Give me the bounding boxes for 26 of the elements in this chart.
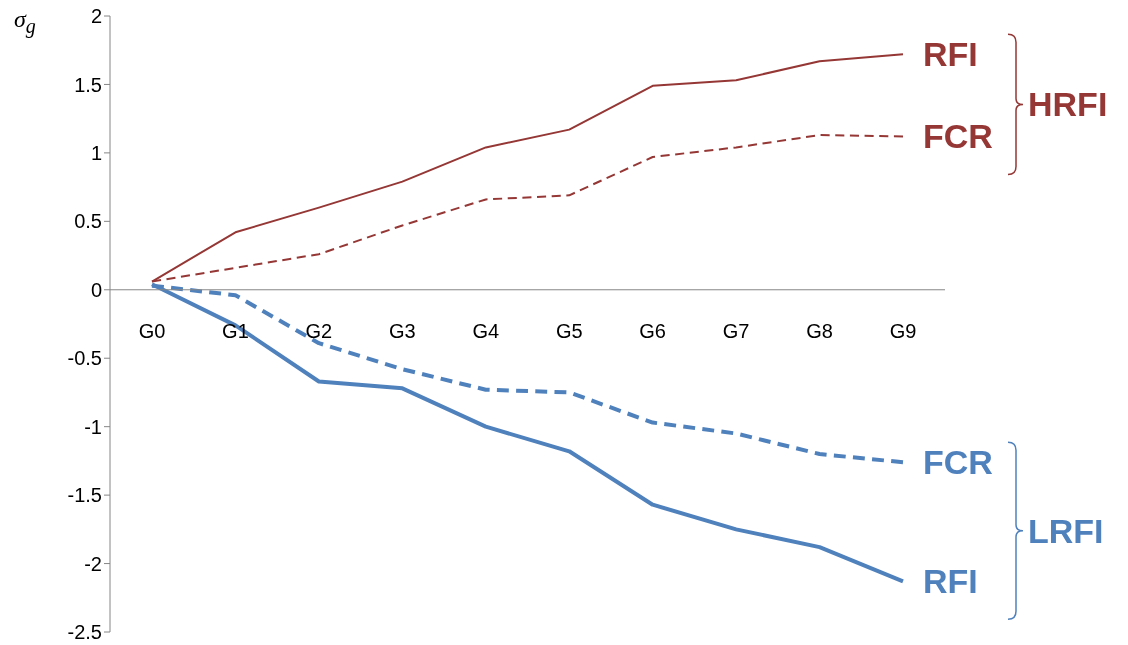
x-tick-label: G4 xyxy=(472,319,500,342)
y-tick-label: -0.5 xyxy=(67,347,102,370)
y-tick-label: 1.5 xyxy=(74,73,102,96)
y-tick-label: 0 xyxy=(90,278,102,301)
y-tick-label: -1.5 xyxy=(67,484,102,507)
series-label: RFI xyxy=(923,562,978,601)
y-tick-label: -2.5 xyxy=(67,621,102,644)
text: HRFI xyxy=(1028,85,1108,124)
x-tick-label: G0 xyxy=(138,319,166,342)
series-label: FCR xyxy=(923,443,993,482)
y-tick-label: -1 xyxy=(84,415,102,438)
y-axis-title: σ$_{g}$ xyxy=(14,6,36,38)
y-tick-label: -2 xyxy=(84,552,102,575)
x-tick-label: G3 xyxy=(388,319,416,342)
x-tick-label: G7 xyxy=(722,319,750,342)
x-tick-label: G9 xyxy=(889,319,917,342)
y-tick-label: 0.5 xyxy=(74,210,102,233)
y-tick-label: 2 xyxy=(90,5,102,28)
x-tick-label: G2 xyxy=(305,319,333,342)
x-tick-label: G6 xyxy=(639,319,667,342)
x-tick-label: G8 xyxy=(806,319,833,342)
text: LRFI xyxy=(1028,511,1104,550)
x-tick-label: G5 xyxy=(555,319,583,342)
y-tick-label: 1 xyxy=(90,141,102,164)
series-label: RFI xyxy=(923,35,978,74)
series-label: FCR xyxy=(923,117,993,156)
